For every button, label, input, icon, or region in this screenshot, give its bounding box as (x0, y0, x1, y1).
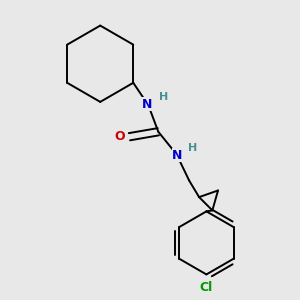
Text: N: N (142, 98, 152, 111)
Text: N: N (172, 149, 183, 162)
Text: Cl: Cl (200, 280, 213, 293)
Text: O: O (115, 130, 125, 143)
Text: H: H (188, 143, 197, 153)
Text: H: H (159, 92, 168, 102)
